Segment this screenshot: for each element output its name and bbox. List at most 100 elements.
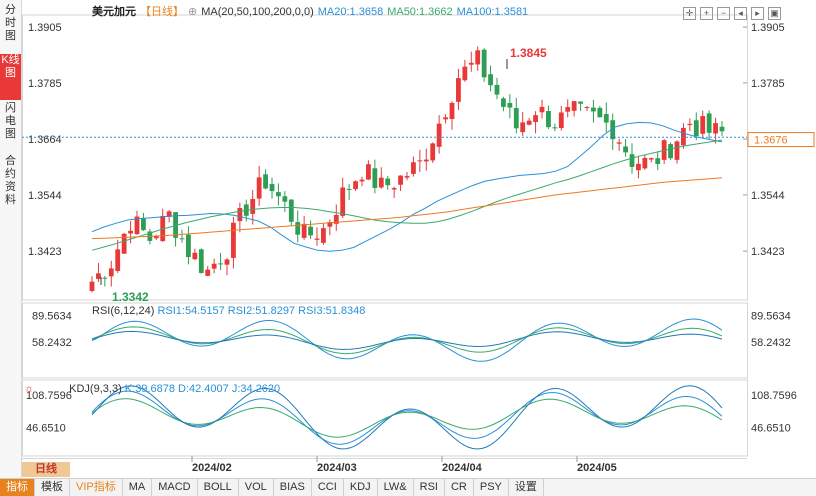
kdj-tick-left: 108.7596: [26, 390, 72, 402]
j-line: [91, 385, 723, 450]
candle-body: [700, 116, 706, 134]
main-panel-frame: [22, 14, 748, 301]
tab-template[interactable]: 模板: [35, 479, 70, 496]
k-line: [91, 390, 723, 445]
k-value: K:39.6878: [124, 383, 175, 395]
tab-macd[interactable]: MACD: [152, 479, 198, 496]
kdj-label[interactable]: KDJ(9,3,3): [69, 383, 122, 395]
high-marker-label: 1.3845: [510, 46, 547, 60]
price-tick-right: 1.3785: [751, 78, 785, 90]
candle-body: [719, 126, 725, 132]
candles: [89, 46, 725, 293]
candle-body: [681, 127, 686, 146]
date-label: 2024/02: [192, 462, 232, 474]
candle-body: [693, 120, 699, 136]
candle-body: [616, 142, 622, 144]
price-tick-right: 1.3423: [751, 246, 785, 258]
candle-body: [475, 50, 481, 65]
chart-area[interactable]: 1.39051.39051.37851.37851.36641.36641.35…: [22, 0, 816, 478]
candle-body: [642, 157, 648, 169]
tab-indicators[interactable]: 指标: [0, 479, 35, 496]
add-icon[interactable]: ⊕: [188, 6, 198, 18]
candle-body: [372, 168, 378, 188]
candle-body: [237, 208, 243, 222]
candle-body: [578, 101, 583, 104]
tab-kline[interactable]: K线图: [0, 54, 21, 100]
period-button[interactable]: 日线: [22, 462, 70, 477]
candle-body: [436, 123, 442, 147]
ma100-value: MA100:1.3581: [456, 6, 529, 18]
price-tick-left: 1.3905: [28, 22, 62, 34]
tab-kdj[interactable]: KDJ: [344, 479, 378, 496]
scroll-left-icon[interactable]: ◂: [734, 7, 747, 20]
candle-body: [520, 122, 526, 133]
sun-icon[interactable]: ☼: [24, 383, 35, 395]
candle-body: [571, 101, 577, 111]
rsi3-line: [91, 330, 723, 350]
candle-body: [276, 192, 281, 197]
candle-body: [507, 102, 513, 108]
candle-body: [552, 127, 558, 129]
tab-bias[interactable]: BIAS: [274, 479, 312, 496]
line-ma20: [91, 121, 723, 252]
chart-header: 美元加元 【日线】 ⊕ MA(20,50,100,200,0,0) MA20:1.365…: [92, 3, 532, 19]
crosshair-icon[interactable]: ✛: [683, 7, 696, 20]
candle-body: [539, 106, 545, 113]
candle-body: [423, 159, 429, 162]
kdj-panel-frame: [22, 379, 748, 457]
tab-lw[interactable]: LW&: [378, 479, 414, 496]
chart-toolbar: ✛ + − ◂ ▸ ▣: [683, 3, 785, 21]
rsi-label[interactable]: RSI(6,12,24): [92, 305, 155, 317]
zoom-out-icon[interactable]: −: [717, 7, 730, 20]
candle-body: [462, 66, 468, 81]
tab-cci[interactable]: CCI: [312, 479, 344, 496]
d-value: D:42.4007: [178, 383, 229, 395]
candle-body: [398, 175, 403, 185]
candle-body: [591, 107, 596, 112]
rsi-header: RSI(6,12,24) RSI1:54.5157 RSI2:51.8297 R…: [92, 305, 365, 317]
current-price-label: 1.3676: [754, 135, 788, 147]
tab-contract[interactable]: 合约资料: [5, 155, 16, 206]
tab-vip[interactable]: VIP指标: [70, 479, 123, 496]
tab-ma[interactable]: MA: [123, 479, 153, 496]
candle-body: [333, 214, 339, 224]
candle-body: [674, 141, 680, 160]
candle-body: [282, 196, 288, 202]
candle-body: [359, 179, 365, 182]
candle-body: [134, 216, 140, 235]
price-tick-right: 1.3544: [751, 190, 785, 202]
rsi-panel-frame: [22, 302, 748, 379]
candle-body: [224, 259, 230, 265]
candle-body: [610, 120, 616, 140]
candle-body: [256, 177, 262, 199]
current-price-box: [747, 132, 815, 148]
candle-body: [430, 143, 436, 161]
tab-vol[interactable]: VOL: [239, 479, 274, 496]
candle-body: [301, 223, 307, 238]
tab-boll[interactable]: BOLL: [198, 479, 239, 496]
ma-label[interactable]: MA(20,50,100,200,0,0): [201, 6, 314, 18]
left-tab-bar: 分时图 K线图 闪电图 合约资料: [0, 0, 22, 478]
tab-cr[interactable]: CR: [445, 479, 474, 496]
candle-body: [205, 269, 211, 276]
tab-flash[interactable]: 闪电图: [5, 102, 16, 140]
scroll-right-icon[interactable]: ▸: [751, 7, 764, 20]
j-value: J:34.2620: [231, 383, 281, 395]
period-tag[interactable]: 【日线】: [140, 6, 184, 18]
candle-body: [603, 114, 609, 123]
symbol-name: 美元加元: [92, 6, 136, 18]
tab-settings[interactable]: 设置: [509, 479, 544, 496]
rsi-tick-right: 89.5634: [751, 311, 791, 323]
candle-body: [108, 268, 114, 277]
fullscreen-icon[interactable]: ▣: [768, 7, 781, 20]
zoom-in-icon[interactable]: +: [700, 7, 713, 20]
low-marker-label: 1.3342: [112, 290, 149, 304]
candle-body: [655, 158, 661, 165]
tab-psy[interactable]: PSY: [474, 479, 509, 496]
price-tick-left: 1.3544: [28, 190, 62, 202]
price-tick-right: 1.3905: [751, 22, 785, 34]
candle-body: [706, 113, 712, 133]
tab-timeshare[interactable]: 分时图: [5, 4, 16, 42]
candle-body: [121, 233, 127, 254]
tab-rsi[interactable]: RSI: [414, 479, 445, 496]
